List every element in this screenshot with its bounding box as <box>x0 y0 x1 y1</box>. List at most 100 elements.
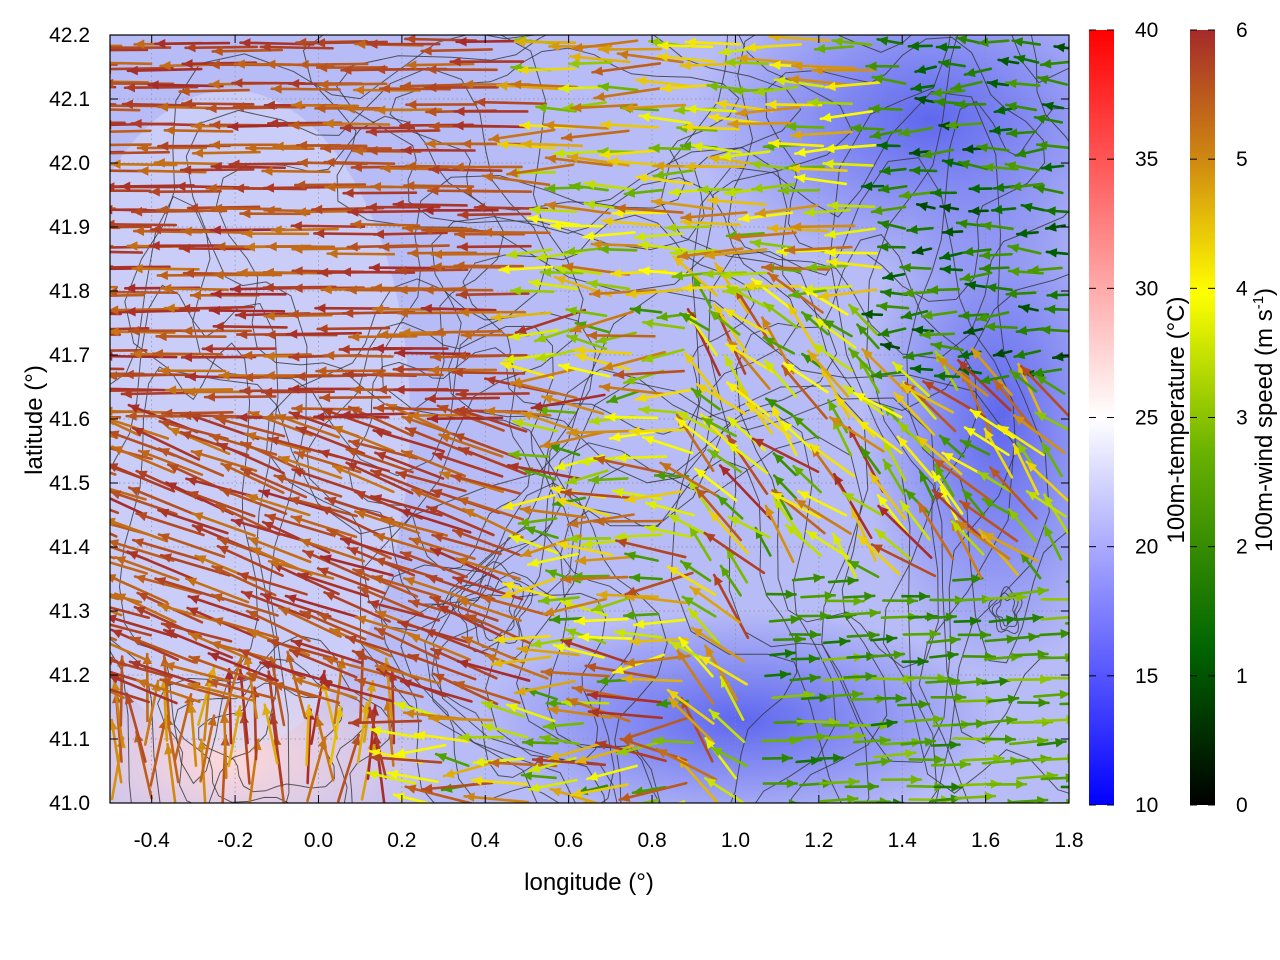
wind-vector <box>1013 649 1049 659</box>
wind-vector-head <box>700 656 711 666</box>
y-tick-label: 41.0 <box>49 792 90 815</box>
wind-vector-shaft <box>655 747 718 781</box>
wind-vector <box>583 179 632 191</box>
wind-vector <box>679 560 712 583</box>
wind-vector-head <box>111 629 123 639</box>
wind-vector-head <box>209 79 220 90</box>
wind-vector-shaft <box>272 682 341 705</box>
wind-vector-head <box>192 512 204 522</box>
wind-vector-shaft <box>781 364 828 420</box>
wind-vector <box>560 488 633 500</box>
wind-vector-shaft <box>455 392 530 396</box>
wind-vector-shaft <box>371 575 440 598</box>
wind-vector-head <box>771 493 783 502</box>
x-tick-label: 0.8 <box>637 829 666 852</box>
wind-vector-head <box>367 770 379 780</box>
wind-vector <box>295 140 368 151</box>
wind-vector-shaft <box>110 674 178 705</box>
wind-vector-head <box>911 82 923 93</box>
wind-vector-head <box>788 799 799 803</box>
wind-vector-head <box>566 475 578 485</box>
wind-vector <box>870 370 902 380</box>
wind-vector-head <box>228 121 239 132</box>
wind-vector <box>762 778 799 789</box>
wind-vector-head <box>934 755 945 765</box>
wind-vector-head <box>404 709 415 719</box>
wind-vector-head <box>676 418 688 429</box>
wind-vector-head <box>332 425 344 435</box>
wind-vector <box>768 614 802 625</box>
wind-vector-shaft <box>404 426 473 456</box>
wind-vector-shaft <box>319 505 387 539</box>
wind-vector-shaft <box>680 696 714 763</box>
wind-vector-head <box>314 412 325 422</box>
wind-vector-head <box>262 166 273 176</box>
wind-vector <box>127 486 196 516</box>
wind-vector <box>496 140 556 150</box>
wind-vector-head <box>296 426 308 436</box>
wind-vector-head <box>895 693 906 704</box>
wind-vector <box>908 147 930 158</box>
wind-vector <box>1045 248 1069 258</box>
wind-vector-head <box>349 332 360 342</box>
wind-vector-head <box>395 701 406 711</box>
wind-vector-head <box>721 270 732 280</box>
wind-vector <box>870 543 937 578</box>
wind-vector-head <box>149 187 160 197</box>
wind-vector <box>366 770 417 785</box>
wind-vector <box>560 574 629 584</box>
wind-vector-head <box>589 707 600 718</box>
wind-vector <box>299 610 367 641</box>
wind-vector-head <box>635 393 647 403</box>
wind-vector <box>365 126 441 137</box>
wind-vector-head <box>458 210 469 220</box>
wind-vector-head <box>266 241 277 252</box>
wind-vector-shaft <box>113 555 180 582</box>
x-tick-label: 0.2 <box>387 829 416 852</box>
wind-vector-head <box>764 360 775 372</box>
wind-vector-head <box>971 348 982 360</box>
wind-vector-shaft <box>362 679 375 743</box>
wind-vector <box>450 473 521 495</box>
wind-vector <box>474 97 548 107</box>
wind-vector-head <box>903 674 914 684</box>
wind-vector <box>493 634 551 645</box>
wind-vector <box>424 394 501 404</box>
wind-vector <box>110 80 150 84</box>
wind-vector-head <box>998 425 1010 435</box>
wind-vector-head <box>179 86 190 97</box>
wind-vector-head <box>1020 552 1031 564</box>
wind-vector-shaft <box>286 331 362 336</box>
wind-vector-head <box>589 416 600 426</box>
wind-vector-head <box>156 331 167 342</box>
wind-vector-head <box>531 638 542 649</box>
wind-vector <box>727 515 771 539</box>
wind-vector-head <box>685 353 695 365</box>
wind-vector-shaft <box>560 490 633 500</box>
wind-vector <box>110 688 150 704</box>
wind-vector <box>644 500 696 517</box>
wind-vector-head <box>766 398 778 409</box>
wind-vector-shaft <box>159 678 229 699</box>
wind-vector <box>513 679 576 696</box>
wind-vector-shaft <box>290 639 363 665</box>
wind-vector-shaft <box>159 287 229 292</box>
wind-vector-head <box>939 121 950 131</box>
wind-vector-head <box>110 406 113 417</box>
wind-vector-head <box>832 36 843 47</box>
wind-vector-head <box>110 517 116 527</box>
wind-vector-shaft <box>870 543 937 578</box>
wind-vector <box>751 437 820 474</box>
wind-vector <box>549 807 583 820</box>
wind-vector-head <box>649 143 660 154</box>
wind-vector-shaft <box>203 395 277 399</box>
wind-vector-head <box>408 248 419 258</box>
wind-vector <box>400 449 467 478</box>
wind-vector <box>933 782 963 792</box>
wind-vector-shaft <box>736 56 800 65</box>
wind-vector <box>227 705 243 768</box>
wind-vector <box>244 431 312 453</box>
wind-vector <box>598 382 666 396</box>
wind-vector <box>860 181 885 192</box>
wind-vector <box>264 513 335 537</box>
